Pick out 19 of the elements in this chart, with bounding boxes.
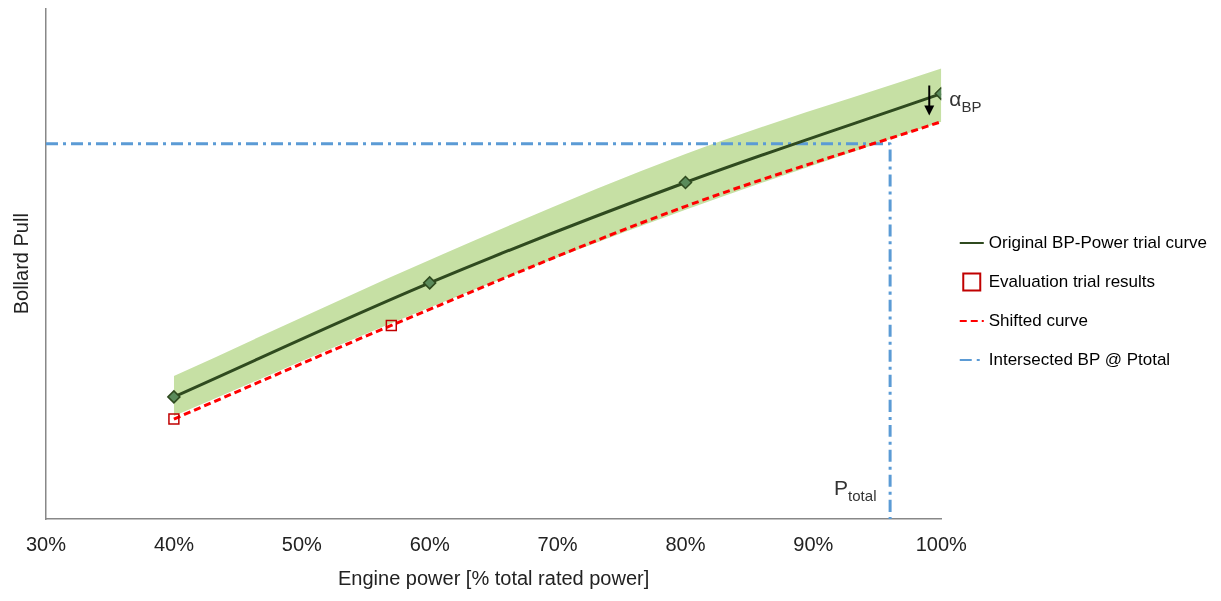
point [385,319,398,332]
y-axis-title: Bollard Pull [9,213,32,315]
point [422,276,437,290]
x-tick-label: 90% [793,532,834,555]
x-tick-label: 30% [25,532,67,555]
x-axis-title: Engine power [% total rated power] [337,566,650,589]
legend-label: Shifted curve [988,310,1088,330]
x-tick-label: 50% [281,532,323,555]
x-tick-label: 100% [915,532,968,555]
x-tick-label: 40% [153,532,195,555]
x-tick-label: 60% [409,532,450,555]
x-tick-label: 70% [537,532,578,555]
x-tick-label: 80% [665,532,706,555]
legend-label: Original BP-Power trial curve [988,232,1208,252]
legend-label: Evaluation trial results [988,271,1156,291]
point [167,390,181,404]
point [168,413,180,425]
legend-label: Intersected BP @ Ptotal [988,349,1171,369]
point [678,175,693,190]
